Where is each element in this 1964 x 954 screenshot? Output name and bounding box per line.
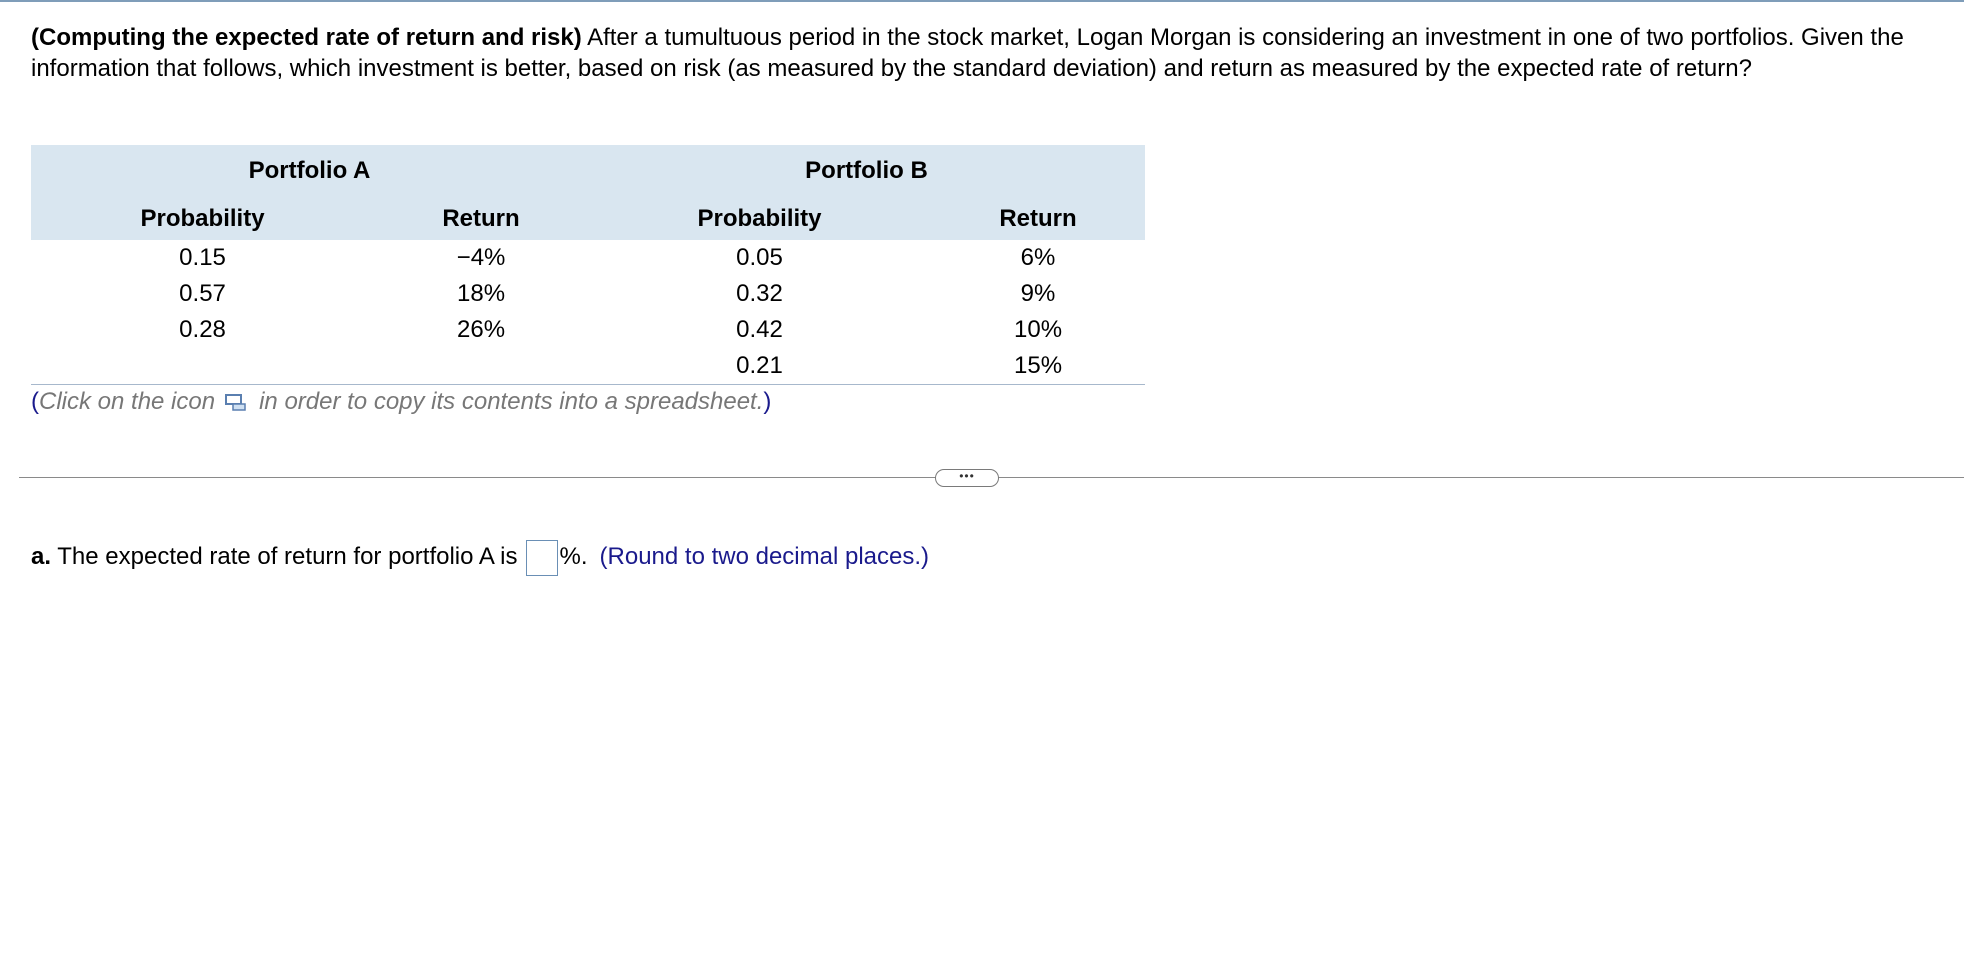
portfolio-table: Portfolio A Portfolio B Probability Retu…	[31, 145, 1145, 385]
table-cell: 18%	[457, 280, 506, 307]
column-header-b-probability: Probability	[587, 197, 932, 240]
column-header-a-probability: Probability	[31, 197, 375, 240]
percent-unit-label: %.	[559, 543, 588, 570]
table-cell: 0.32	[736, 280, 783, 307]
question-text: (Computing the expected rate of return a…	[31, 22, 1946, 84]
column-header-b-return: Return	[931, 197, 1145, 240]
copy-instruction: (Click on the icon in order to copy its c…	[31, 388, 771, 416]
question-body: After a tumultuous period in the stock m…	[31, 24, 1904, 82]
table-cell: 0.15	[179, 244, 226, 271]
table-cell: 10%	[1014, 316, 1063, 343]
column-header-a-return: Return	[374, 197, 588, 240]
table-cell: 9%	[1020, 280, 1056, 307]
copy-note-text-before: Click on the icon	[39, 388, 216, 415]
table-cell: 0.28	[179, 316, 226, 343]
expected-return-a-input[interactable]	[525, 539, 558, 576]
table-cell: 0.57	[179, 280, 226, 307]
answer-part-a: a. The expected rate of return for portf…	[31, 537, 929, 577]
table-group-header: Portfolio A Portfolio B	[31, 145, 1145, 197]
table-cell: 26%	[457, 316, 506, 343]
copy-note-text-after: in order to copy its contents into a spr…	[259, 388, 764, 415]
table-cell	[374, 348, 588, 385]
copy-note-open-paren: (	[31, 388, 39, 415]
table-cell: 6%	[1020, 244, 1056, 271]
part-a-label: a.	[31, 543, 52, 570]
group-header-portfolio-b: Portfolio B	[587, 145, 1145, 197]
table-row: 0.28 26% 0.42 10%	[31, 312, 1145, 348]
top-rule	[0, 0, 1964, 2]
copy-note-close-paren: )	[763, 388, 772, 415]
expand-more-button[interactable]: •••	[935, 469, 999, 487]
group-header-portfolio-a: Portfolio A	[31, 145, 588, 197]
rounding-hint: (Round to two decimal places.)	[599, 543, 930, 570]
table-cell	[31, 348, 375, 385]
table-row: 0.57 18% 0.32 9%	[31, 276, 1145, 312]
spreadsheet-copy-icon[interactable]	[225, 390, 247, 411]
table-cell: 15%	[931, 348, 1145, 385]
table-column-header: Probability Return Probability Return	[31, 197, 1145, 240]
question-title: (Computing the expected rate of return a…	[31, 24, 582, 51]
table-row: 0.21 15%	[31, 348, 1145, 385]
table-cell: −4%	[456, 244, 506, 271]
table-cell: 0.05	[736, 244, 783, 271]
part-a-question-text: The expected rate of return for portfoli…	[51, 543, 518, 570]
table-row: 0.15 −4% 0.05 6%	[31, 240, 1145, 276]
table-cell: 0.42	[736, 316, 783, 343]
table-cell: 0.21	[587, 348, 932, 385]
